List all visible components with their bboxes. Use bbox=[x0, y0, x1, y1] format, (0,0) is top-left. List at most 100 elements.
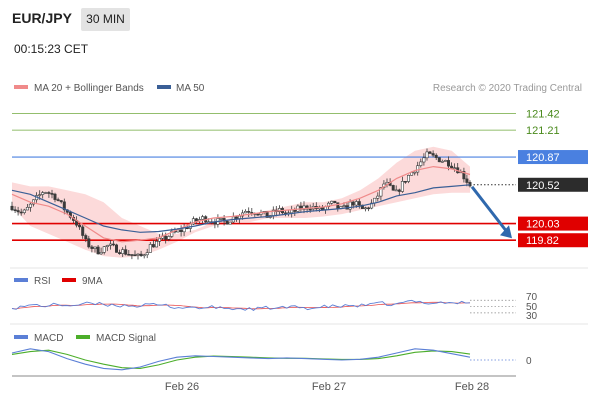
candle-body bbox=[118, 252, 122, 255]
candle-body bbox=[406, 175, 410, 182]
candle-body bbox=[10, 205, 14, 211]
rsi-level-label: 70 bbox=[526, 292, 538, 303]
candle-body bbox=[376, 195, 380, 199]
candle-body bbox=[400, 181, 404, 192]
candle-body bbox=[462, 171, 466, 180]
pivot-level-tag bbox=[518, 150, 588, 165]
candle-body bbox=[238, 215, 242, 219]
candle-body bbox=[136, 253, 140, 256]
resistance-level-label: 121.42 bbox=[526, 108, 560, 120]
support-level-label: 119.82 bbox=[526, 235, 559, 247]
candle-body bbox=[139, 253, 143, 257]
candle-body bbox=[102, 246, 106, 253]
candle-body bbox=[16, 210, 20, 213]
macd-legend: MACD MACD Signal bbox=[14, 333, 156, 344]
candle-body bbox=[62, 201, 66, 211]
ma50-line bbox=[11, 184, 471, 233]
support-level-tag bbox=[518, 233, 588, 248]
candle-body bbox=[425, 151, 429, 159]
candle-body bbox=[453, 167, 457, 169]
timeframe-badge[interactable]: 30 MIN bbox=[81, 8, 130, 31]
candle-body bbox=[437, 157, 441, 163]
candle-body bbox=[194, 218, 198, 222]
rsi-level-label: 50 bbox=[526, 302, 538, 313]
candle-body bbox=[293, 209, 297, 212]
candle-body bbox=[342, 205, 346, 207]
candle-body bbox=[93, 246, 97, 249]
candle-body bbox=[225, 220, 229, 225]
macd-legend-swatch bbox=[14, 335, 28, 339]
candle-body bbox=[155, 241, 159, 248]
candle-body bbox=[145, 252, 149, 256]
candle-body bbox=[50, 193, 54, 195]
rsi-level-label: 30 bbox=[526, 311, 538, 322]
candle-body bbox=[127, 254, 131, 256]
candle-body bbox=[105, 245, 109, 247]
candle-body bbox=[170, 230, 174, 237]
candle-body bbox=[450, 165, 454, 169]
candle-body bbox=[247, 211, 251, 213]
candle-body bbox=[419, 161, 423, 166]
candle-body bbox=[431, 153, 435, 156]
candle-body bbox=[44, 192, 48, 194]
ma20-legend-label: MA 20 + Bollinger Bands bbox=[34, 83, 144, 94]
x-tick-label: Feb 26 bbox=[165, 381, 199, 393]
candle-body bbox=[151, 244, 155, 248]
candle-body bbox=[90, 246, 94, 249]
candle-body bbox=[84, 235, 88, 240]
candle-body bbox=[22, 209, 26, 214]
candle-body bbox=[179, 229, 183, 233]
candle-body bbox=[38, 194, 42, 196]
candle-body bbox=[28, 203, 32, 208]
candle-body bbox=[351, 201, 355, 206]
candle-body bbox=[305, 205, 309, 210]
ma20-line bbox=[11, 165, 471, 243]
resistance-level-label: 121.21 bbox=[526, 125, 560, 137]
candle-body bbox=[108, 243, 112, 246]
rsi-line bbox=[11, 299, 471, 311]
candle-body bbox=[416, 165, 420, 173]
candle-body bbox=[25, 207, 29, 211]
candle-body bbox=[53, 193, 57, 200]
last-level-tag bbox=[518, 177, 588, 192]
candle-body bbox=[446, 160, 450, 167]
candle-body bbox=[201, 216, 205, 220]
symbol-title: EUR/JPY bbox=[12, 10, 72, 26]
candle-body bbox=[348, 201, 352, 210]
x-tick-label: Feb 28 bbox=[455, 381, 489, 393]
rsi-legend-label: RSI bbox=[34, 276, 51, 287]
candle-body bbox=[13, 209, 17, 211]
macd-signal-legend-label: MACD Signal bbox=[96, 333, 156, 344]
candle-body bbox=[234, 216, 238, 219]
candle-body bbox=[164, 235, 168, 240]
candle-body bbox=[391, 185, 395, 191]
rsi-ma-legend-swatch bbox=[62, 278, 76, 282]
candle-body bbox=[354, 201, 358, 206]
last-level-label: 120.52 bbox=[526, 180, 560, 192]
candle-body bbox=[213, 222, 217, 225]
forecast-arrow-head bbox=[500, 225, 512, 239]
candle-body bbox=[333, 200, 337, 203]
candle-body bbox=[142, 254, 146, 257]
candle-body bbox=[191, 218, 195, 225]
candle-body bbox=[78, 224, 82, 228]
macd-signal-line bbox=[11, 349, 471, 369]
support-level-tag bbox=[518, 216, 588, 231]
candle-body bbox=[413, 171, 417, 174]
main-legend: MA 20 + Bollinger Bands MA 50 Research ©… bbox=[14, 83, 582, 94]
candle-body bbox=[379, 187, 383, 197]
candle-body bbox=[468, 182, 472, 187]
candle-body bbox=[422, 157, 426, 163]
candle-body bbox=[302, 205, 306, 210]
candle-body bbox=[363, 207, 367, 210]
candle-body bbox=[124, 249, 128, 255]
macd-level-label: 0 bbox=[526, 356, 532, 367]
candle-body bbox=[99, 252, 103, 255]
candle-body bbox=[115, 244, 119, 253]
candle-body bbox=[111, 243, 115, 246]
credit-label: Research © 2020 Trading Central bbox=[433, 83, 582, 94]
candle-body bbox=[81, 226, 85, 236]
candle-body bbox=[256, 213, 260, 216]
